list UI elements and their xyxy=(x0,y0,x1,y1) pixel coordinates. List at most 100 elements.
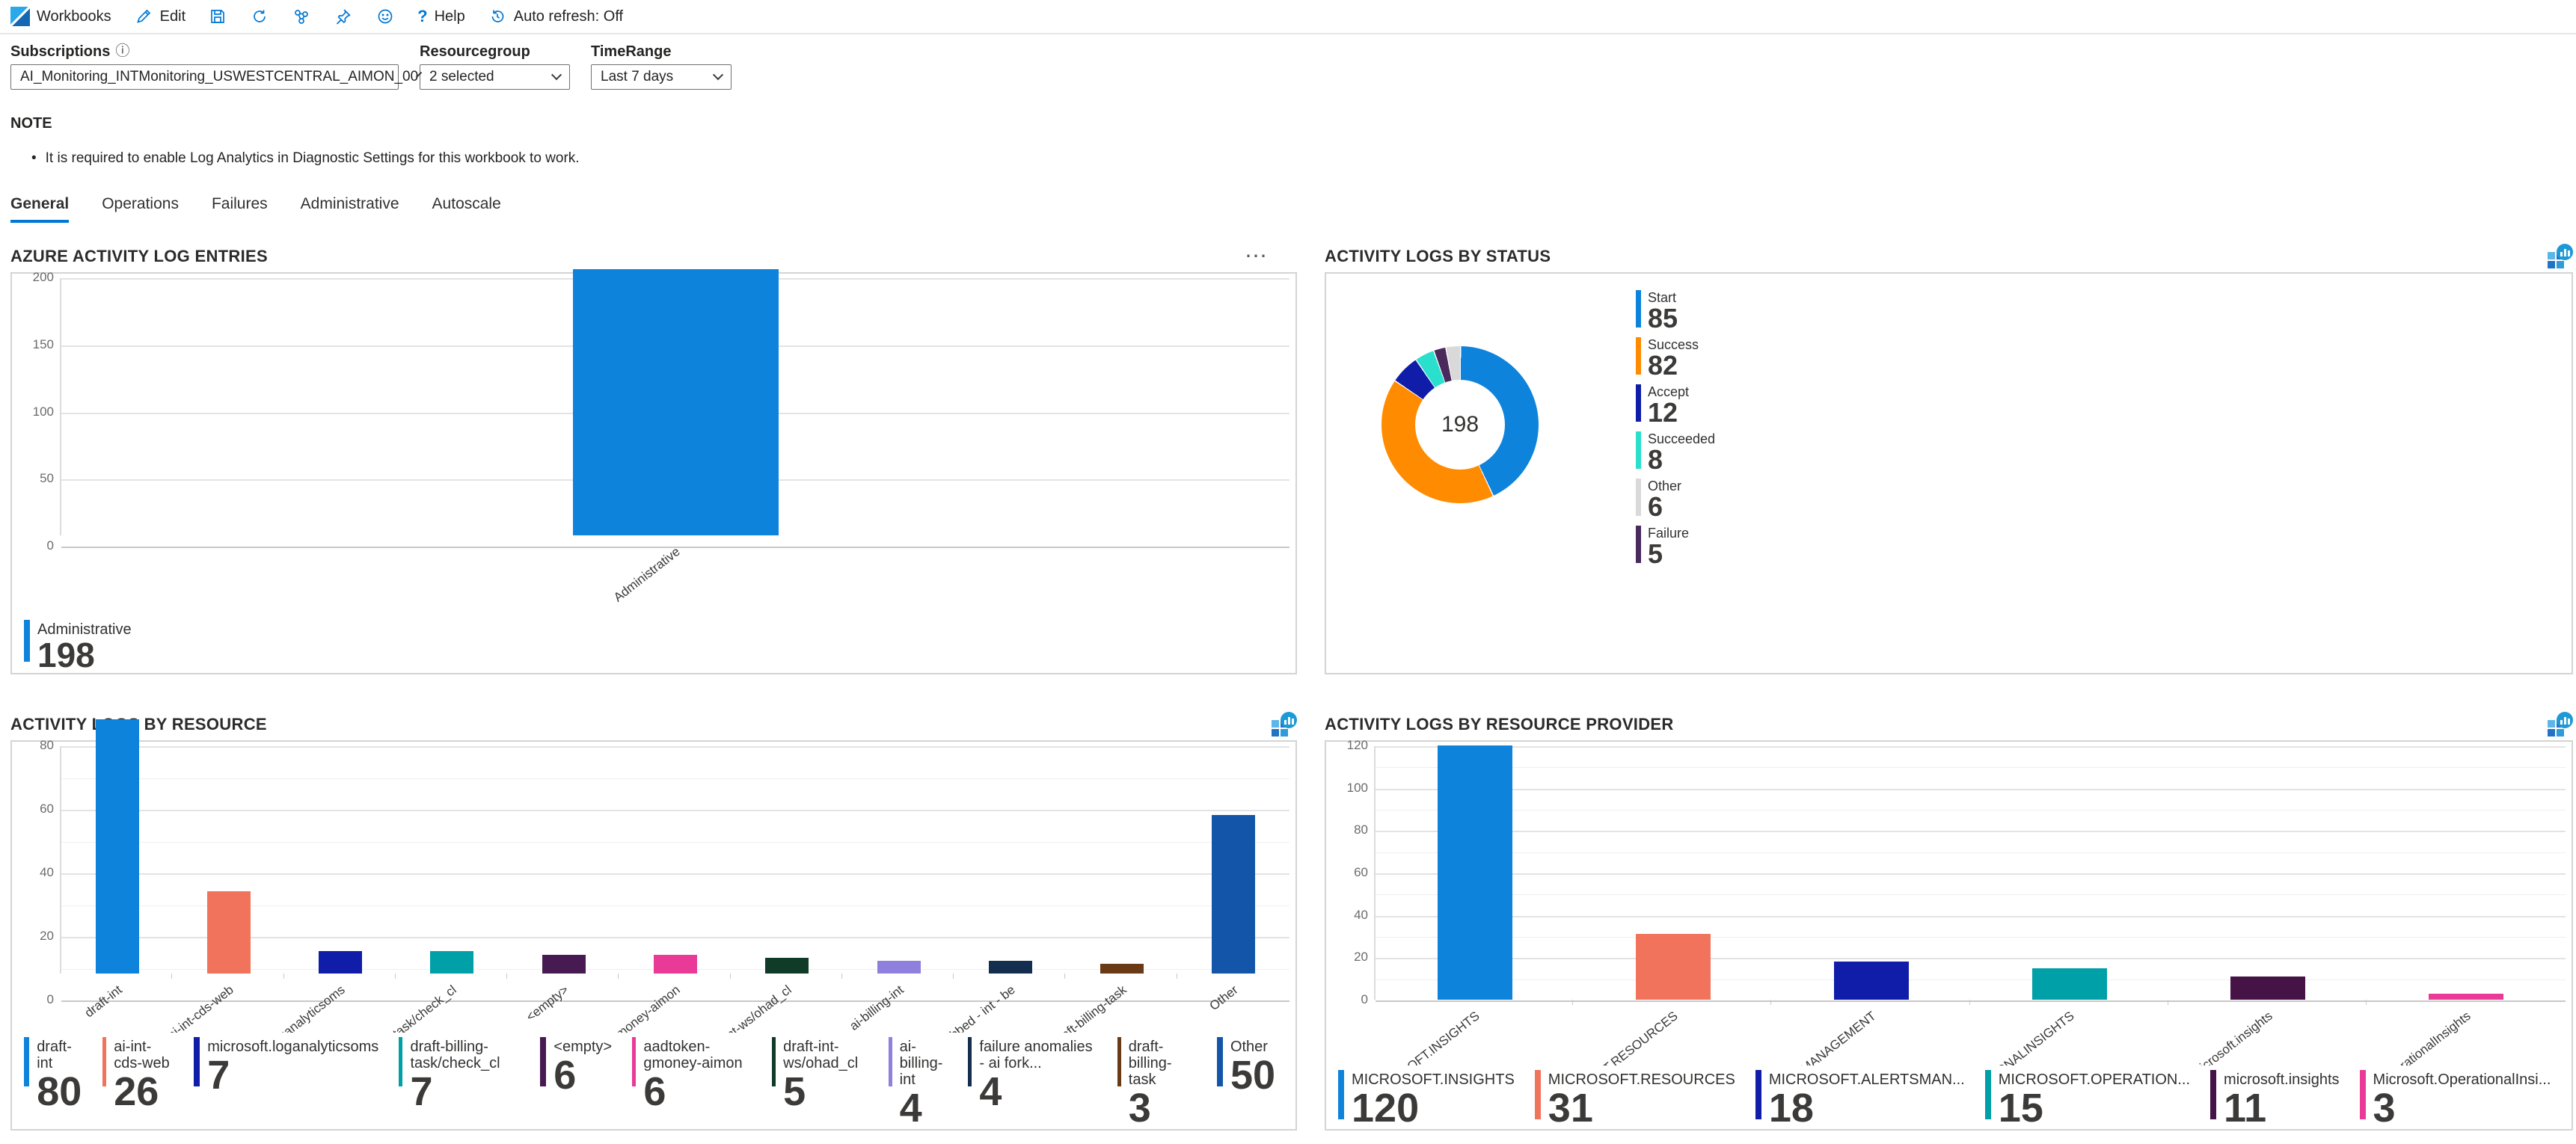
legend-item: draft-billing-task/check_cl 7 xyxy=(399,1036,520,1113)
legend-text: Other 50 xyxy=(1230,1037,1275,1096)
legend-text: draft-billing-task/check_cl 7 xyxy=(410,1037,520,1113)
legend-swatch xyxy=(1636,290,1641,327)
axis-tick xyxy=(729,974,731,980)
chart-activity-logs-by-resource-provider: ACTIVITY LOGS BY RESOURCE PROVIDER 0 20 40… xyxy=(1325,709,2573,1131)
tab-failures[interactable]: Failures xyxy=(211,195,268,212)
share-button[interactable] xyxy=(292,7,311,26)
tab-administrative[interactable]: Administrative xyxy=(300,195,399,212)
legend-item: MICROSOFT.RESOURCES 31 xyxy=(1534,1069,1735,1129)
bar[interactable] xyxy=(654,954,697,974)
legend-value: 3 xyxy=(1128,1085,1151,1131)
bar[interactable] xyxy=(2230,976,2306,1000)
y-tick-label: 20 xyxy=(1354,950,1368,965)
legend-item: draft-int-ws/ohad_cl 5 xyxy=(771,1036,868,1113)
legend-value: 85 xyxy=(1648,303,1678,333)
x-axis-label: draft-billing-task xyxy=(1049,982,1129,1033)
legend-swatch xyxy=(1636,479,1641,516)
bar[interactable] xyxy=(206,891,251,974)
x-axis-label: MICROSOFT.RESOURCES xyxy=(1546,1009,1681,1065)
legend-item: draft-billing-task 3 xyxy=(1117,1036,1197,1131)
legend-value: 7 xyxy=(410,1068,433,1114)
timerange-filter: TimeRange Last 7 days xyxy=(591,43,732,90)
legend-item: aadtoken-gmoney-aimon 6 xyxy=(632,1036,752,1113)
save-button[interactable] xyxy=(208,7,227,26)
auto-refresh-button[interactable]: Auto refresh: Off xyxy=(488,7,623,26)
resourcegroup-dropdown[interactable]: 2 selected xyxy=(420,64,570,90)
legend-value: 6 xyxy=(643,1068,666,1114)
tab-operations[interactable]: Operations xyxy=(102,195,179,212)
pin-chart-icon[interactable] xyxy=(1270,712,1297,737)
bar[interactable] xyxy=(1833,962,1909,1000)
y-tick-label: 80 xyxy=(1354,822,1368,837)
edit-label: Edit xyxy=(159,7,186,25)
smiley-icon xyxy=(375,7,395,26)
bar[interactable] xyxy=(1635,934,1711,1000)
tab-general[interactable]: General xyxy=(10,195,70,223)
axis-tick xyxy=(394,974,396,980)
donut-center-total: 198 xyxy=(1415,380,1505,470)
legend-value: 82 xyxy=(1648,350,1678,381)
legend-swatch xyxy=(1636,384,1641,422)
tab-autoscale[interactable]: Autoscale xyxy=(432,195,501,212)
pin-chart-icon[interactable] xyxy=(2546,712,2573,737)
bar[interactable] xyxy=(2429,993,2504,1000)
bar[interactable] xyxy=(542,954,586,974)
subscriptions-dropdown[interactable]: AI_Monitoring_INTMonitoring_USWESTCENTRA… xyxy=(10,64,423,90)
legend-label: Other xyxy=(1230,1038,1268,1055)
x-axis-label: MICROSOFT.ALERTSMANAGEMENT xyxy=(1697,1009,1879,1065)
legend-item: ai-int-cds-web 26 xyxy=(102,1036,174,1113)
donut-chart[interactable]: 198 xyxy=(1381,346,1539,503)
workbooks-button[interactable]: Workbooks xyxy=(10,7,111,26)
filter-bar: Subscriptions ⓘ AI_Monitoring_INTMonitor… xyxy=(0,43,2576,90)
bar[interactable] xyxy=(572,269,779,535)
more-options-icon[interactable]: ⋯ xyxy=(1245,244,1267,268)
bar[interactable] xyxy=(319,951,363,974)
bar[interactable] xyxy=(877,961,921,974)
bar[interactable] xyxy=(765,957,809,974)
bar[interactable] xyxy=(1212,814,1256,974)
feedback-button[interactable] xyxy=(375,7,395,26)
legend-text: aadtoken-gmoney-aimon 6 xyxy=(643,1037,752,1113)
legend-item: Other 6 xyxy=(1636,479,1715,520)
bar[interactable] xyxy=(1100,964,1144,974)
legend-item: Start 85 xyxy=(1636,290,1715,332)
help-button[interactable]: ? Help xyxy=(417,7,465,26)
legend-value: 31 xyxy=(1548,1085,1593,1131)
legend-label: aadtoken-gmoney-aimon xyxy=(643,1038,743,1071)
axis-tick xyxy=(283,974,284,980)
x-axis-label: ai-int-cds-web xyxy=(165,982,236,1033)
x-axis-labels: Administrative xyxy=(60,535,1295,615)
y-tick-label: 0 xyxy=(46,538,54,553)
y-tick-label: 100 xyxy=(1346,780,1368,795)
legend-text: MICROSOFT.RESOURCES 31 xyxy=(1548,1070,1735,1129)
legend-label: ai-billing-int xyxy=(899,1038,943,1088)
timerange-dropdown[interactable]: Last 7 days xyxy=(591,64,732,90)
x-axis-label: aadtoken-gmoney-aimon xyxy=(562,982,683,1033)
gridline xyxy=(61,937,1289,938)
refresh-button[interactable] xyxy=(250,7,269,26)
legend-text: Failure 5 xyxy=(1648,526,1689,568)
bar[interactable] xyxy=(2032,968,2108,1000)
bar[interactable] xyxy=(1437,745,1512,1000)
legend-text: MICROSOFT.OPERATION... 15 xyxy=(1999,1070,2190,1129)
x-axis-labels: MICROSOFT.INSIGHTS MICROSOFT.RESOURCES MIC… xyxy=(1374,1000,2572,1065)
resourcegroup-filter: Resourcegroup 2 selected xyxy=(420,43,570,90)
note-bullet: • It is required to enable Log Analytics… xyxy=(10,150,2576,167)
legend-text: Accept 12 xyxy=(1648,384,1689,426)
pin-icon xyxy=(334,7,353,26)
bar[interactable] xyxy=(430,951,474,974)
bar[interactable] xyxy=(95,719,139,974)
pin-chart-icon[interactable] xyxy=(2546,244,2573,269)
info-icon[interactable]: ⓘ xyxy=(115,43,130,59)
chart-panel: 0 50 100 150 200 Administrative Administrati… xyxy=(10,269,1297,674)
gridline xyxy=(1376,1000,2566,1002)
legend-swatch xyxy=(1117,1036,1121,1086)
x-axis-label: ...d data scrubbed - int - be xyxy=(889,982,1018,1033)
legend-text: failure anomalies - ai fork... 4 xyxy=(979,1037,1097,1113)
legend-value: 7 xyxy=(207,1052,230,1098)
pin-button[interactable] xyxy=(334,7,353,26)
x-axis-label: draft-billing-task/check_cl xyxy=(338,982,460,1033)
bar[interactable] xyxy=(988,961,1032,974)
legend-text: ai-int-cds-web 26 xyxy=(114,1037,174,1113)
edit-button[interactable]: Edit xyxy=(134,7,185,26)
